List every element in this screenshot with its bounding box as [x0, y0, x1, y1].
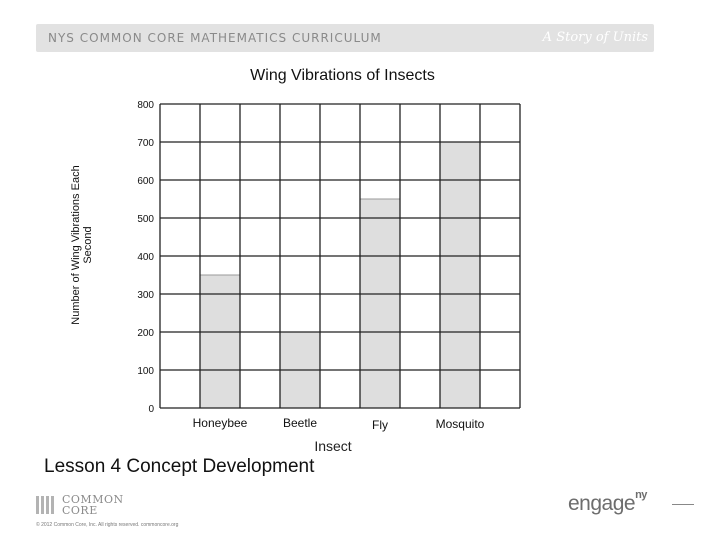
footer-divider	[672, 504, 694, 505]
x-tick-label: Fly	[372, 418, 388, 432]
engageny-logo: engageny	[568, 489, 647, 516]
y-tick-label: 500	[137, 214, 154, 225]
y-tick-label: 0	[148, 404, 154, 415]
y-tick-label: 300	[137, 290, 154, 301]
x-axis-label: Insect	[314, 438, 352, 454]
y-tick-label: 800	[137, 100, 154, 111]
x-tick-label: Mosquito	[436, 417, 485, 431]
logo-line-2: CORE	[62, 504, 98, 517]
common-core-logo: COMMON CORE	[36, 494, 166, 518]
logo-line-1: COMMON	[62, 493, 124, 506]
bar-mosquito	[439, 141, 481, 409]
series-title: A Story of Units	[542, 30, 648, 45]
y-tick-label: 600	[137, 176, 154, 187]
chart-title: Wing Vibrations of Insects	[250, 67, 435, 84]
copyright-text: © 2012 Common Core, Inc. All rights rese…	[36, 522, 179, 528]
y-tick-label: 400	[137, 252, 154, 263]
engage-sup: ny	[635, 489, 647, 501]
engage-text: engage	[568, 492, 636, 515]
y-tick-label: 700	[137, 138, 154, 149]
lesson-title: Lesson 4 Concept Development	[44, 456, 315, 477]
header-banner: NYS COMMON CORE MATHEMATICS CURRICULUM A…	[36, 24, 654, 52]
y-tick-label: 100	[137, 366, 154, 377]
curriculum-title: NYS COMMON CORE MATHEMATICS CURRICULUM	[48, 31, 382, 45]
bar-fly	[359, 198, 401, 409]
y-tick-label: 200	[137, 328, 154, 339]
x-tick-label: Beetle	[283, 416, 317, 430]
common-core-bars-icon	[36, 496, 56, 514]
x-tick-label: Honeybee	[193, 416, 248, 430]
bar-honeybee	[199, 274, 241, 409]
